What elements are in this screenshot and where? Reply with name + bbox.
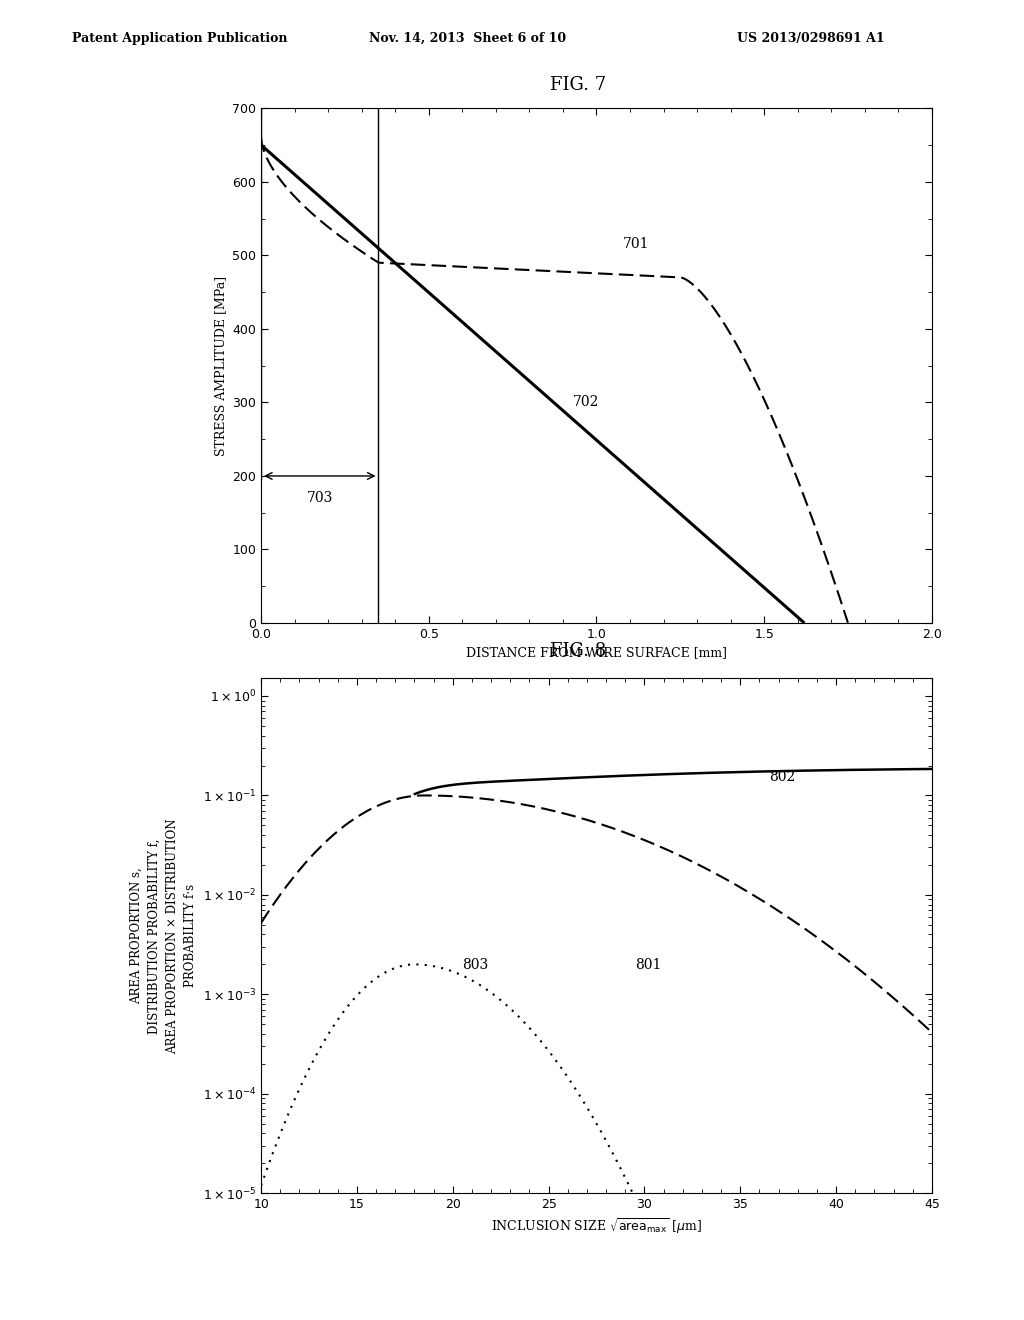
Text: US 2013/0298691 A1: US 2013/0298691 A1 [737,32,885,45]
X-axis label: INCLUSION SIZE $\sqrt{\mathrm{area}_{\mathrm{max}}}$ [$\mu$m]: INCLUSION SIZE $\sqrt{\mathrm{area}_{\ma… [492,1217,701,1237]
Text: 702: 702 [573,395,599,409]
Text: Nov. 14, 2013  Sheet 6 of 10: Nov. 14, 2013 Sheet 6 of 10 [369,32,566,45]
X-axis label: DISTANCE FROM WIRE SURFACE [mm]: DISTANCE FROM WIRE SURFACE [mm] [466,647,727,660]
Text: 802: 802 [769,770,796,784]
Text: 803: 803 [463,958,488,972]
Text: 701: 701 [624,238,650,251]
Y-axis label: STRESS AMPLITUDE [MPa]: STRESS AMPLITUDE [MPa] [214,276,226,455]
Text: Patent Application Publication: Patent Application Publication [72,32,287,45]
Y-axis label: AREA PROPORTION s,
DISTRIBUTION PROBABILITY f,
AREA PROPORTION × DISTRIBUTION
PR: AREA PROPORTION s, DISTRIBUTION PROBABIL… [130,818,197,1053]
Text: FIG. 7: FIG. 7 [551,75,606,94]
Text: 801: 801 [635,958,662,972]
Text: 703: 703 [306,491,333,504]
Text: FIG. 8: FIG. 8 [551,642,606,660]
